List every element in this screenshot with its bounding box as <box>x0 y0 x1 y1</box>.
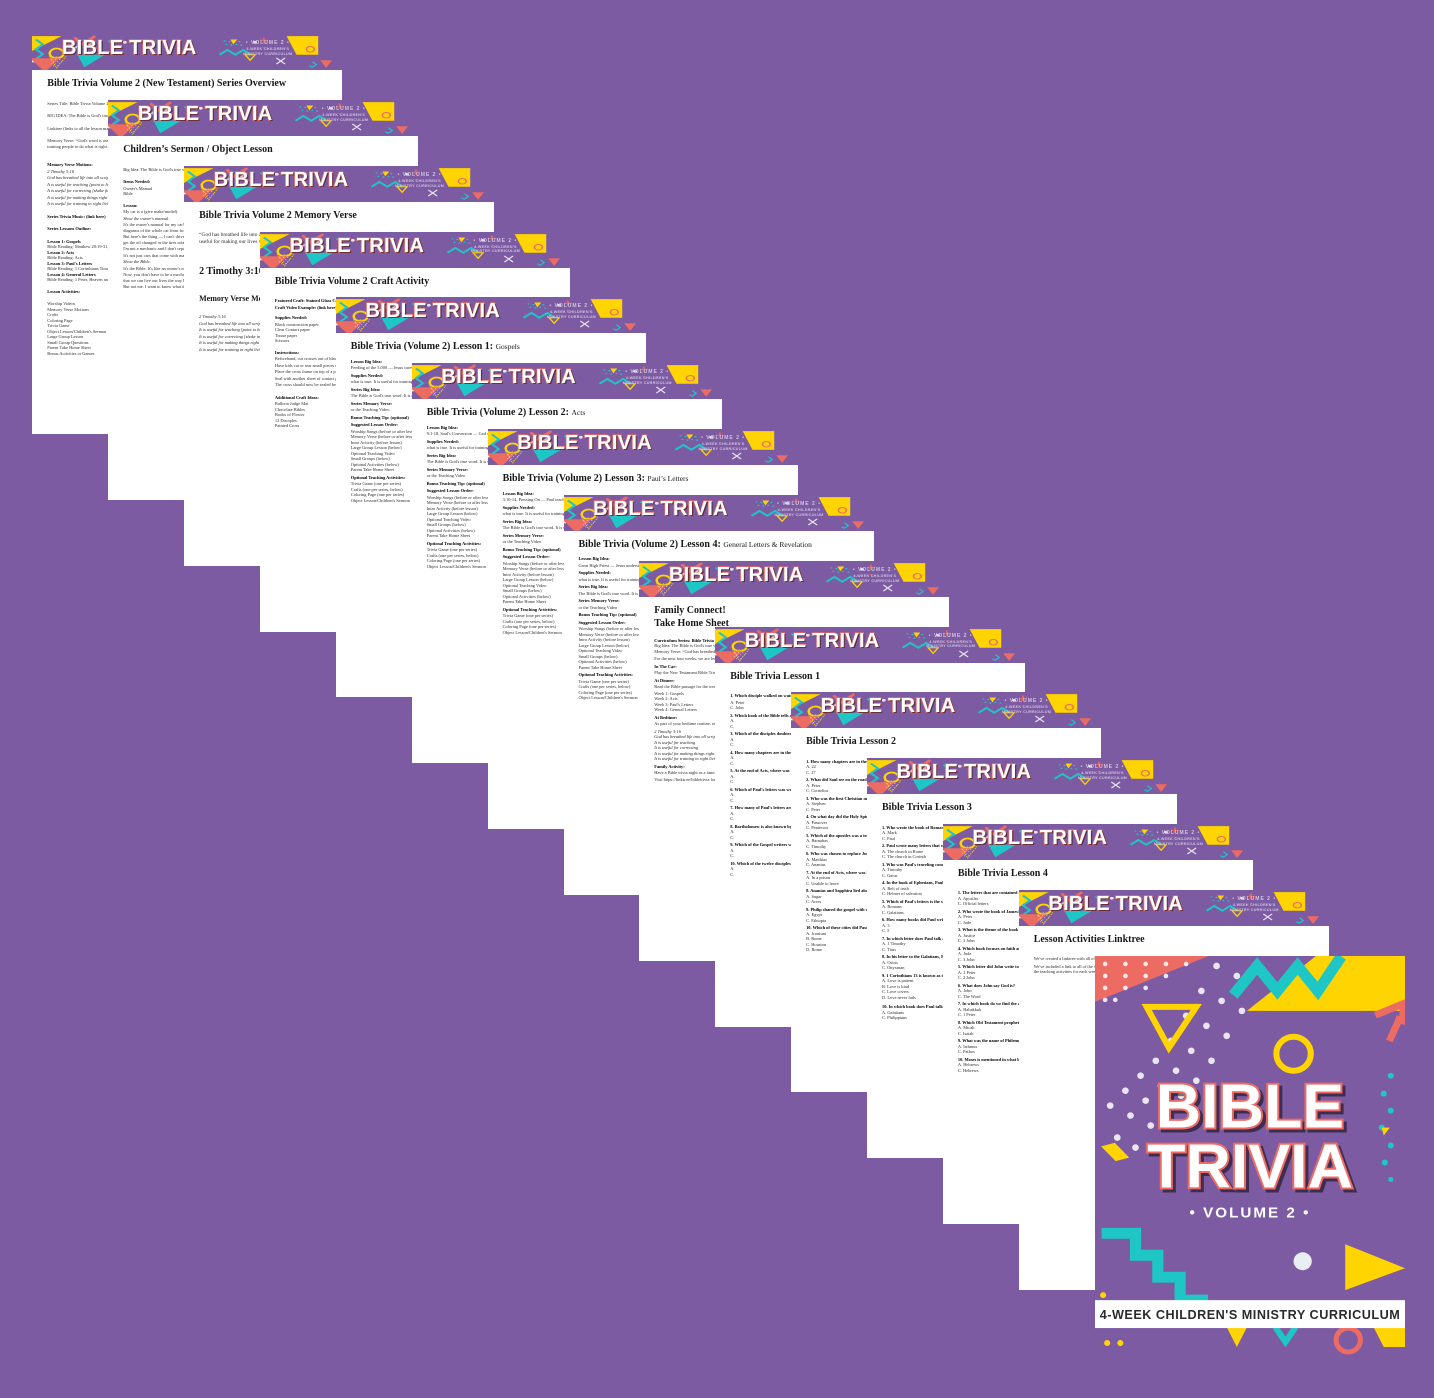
svg-text:BIBLE: BIBLE <box>1155 1072 1343 1140</box>
svg-text:TRIVIA: TRIVIA <box>1147 1132 1353 1200</box>
svg-text:4-WEEK CHILDREN'S MINISTRY CUR: 4-WEEK CHILDREN'S MINISTRY CURRICULUM <box>1099 1308 1400 1322</box>
svg-text:• VOLUME 2 •: • VOLUME 2 • <box>1189 1204 1310 1221</box>
